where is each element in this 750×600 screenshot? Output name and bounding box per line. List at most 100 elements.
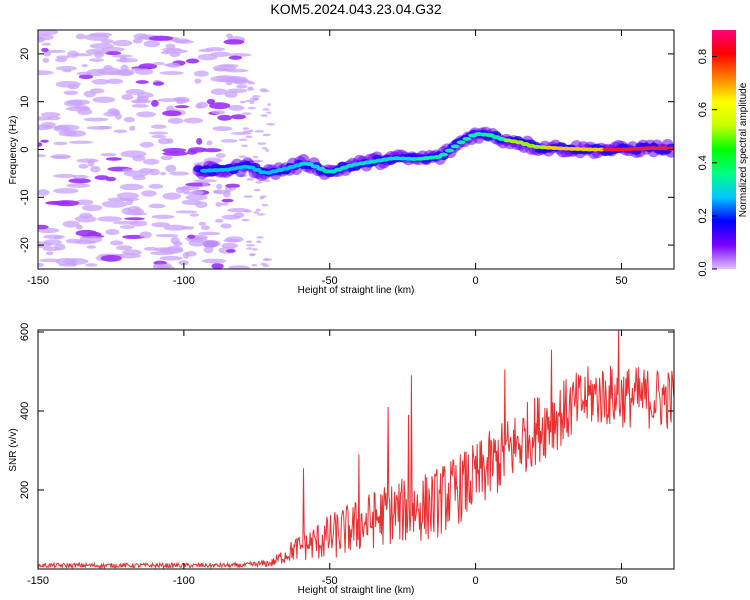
noise-blob [221,214,241,220]
noise-blob [42,234,65,239]
noise-blob [225,183,241,189]
noise-blob [85,48,108,55]
noise-blob [143,246,159,251]
noise-blob [78,163,89,169]
colorbar-gradient [712,30,736,269]
noise-blob [77,108,93,115]
noise-blob [255,160,261,163]
noise-blob [123,116,135,123]
y-ticks: -20 -10 0 10 20 [19,48,674,253]
noise-blob [38,262,44,267]
trace-core [252,167,262,172]
noise-blob [228,265,250,269]
noise-blob [100,153,117,157]
noise-blob [62,220,80,228]
noise-blob [162,151,189,156]
noise-blob [256,213,266,216]
noise-blob [143,40,161,48]
noise-blob [85,263,98,267]
noise-blob [224,91,238,98]
noise-blob [253,211,259,214]
noise-blob [239,100,246,104]
colorbar-ticks: 0.0 0.2 0.4 0.6 0.8 [697,49,717,277]
noise-blob [241,144,248,148]
x-tick-label: 0 [473,575,479,587]
x-tick-label: 50 [615,575,627,587]
x-tick-label: -100 [173,575,195,587]
noise-blob [116,192,139,200]
noise-blob [211,263,224,269]
noise-blob [223,39,245,45]
noise-blob [242,130,251,133]
noise-blob [181,199,201,206]
x-tick-label: 50 [615,275,627,287]
noise-blob [202,148,222,153]
noise-blob [38,30,58,36]
noise-blob [117,69,135,77]
noise-blob [225,79,233,86]
noise-blob [165,43,176,50]
noise-blob [40,139,49,143]
noise-blob [105,228,120,236]
noise-blob [98,125,113,130]
noise-blob [247,80,253,84]
noise-blob [242,127,250,130]
noise-blob [55,257,77,266]
noise-blob [246,240,253,243]
noise-blob [243,210,253,213]
noise-blob [75,33,86,40]
noise-blob [220,223,232,229]
noise-blob [160,155,173,161]
noise-blob [115,113,122,120]
noise-blob [256,240,262,244]
noise-blob [100,39,114,44]
x-tick-label: -150 [27,275,49,287]
snr-panel: -150 -100 -50 0 50 200 400 600 Height of strai… [8,323,675,596]
noise-blob [200,225,210,230]
noise-blob [201,258,227,264]
noise-blob [105,157,122,161]
noise-blob [133,99,141,104]
noise-blob [53,173,77,178]
noise-blob [182,185,191,189]
noise-blob [189,213,199,217]
noise-blob [119,225,135,229]
noise-blob [89,32,113,37]
noise-blob [58,130,78,137]
noise-blob [205,47,225,52]
noise-blob [229,187,236,191]
noise-blob [221,198,234,203]
noise-blob [238,155,247,158]
noise-blob [83,117,109,122]
noise-blob [54,58,68,63]
y-tick-label: 200 [19,481,31,499]
noise-blob [109,240,124,246]
noise-blob [211,110,225,115]
noise-blob [40,112,61,118]
noise-blob [38,34,54,41]
noise-blob [196,138,203,145]
trace-core [450,144,460,149]
x-tick-label: -100 [173,275,195,287]
noise-blob [159,255,183,261]
noise-blob [248,253,256,256]
trace-core [433,154,443,159]
noise-blob [129,125,136,131]
noise-blob [252,248,258,251]
noise-blob [175,186,185,194]
noise-blob [143,158,160,165]
noise-blob [263,258,269,261]
noise-blob [220,139,238,143]
noise-blob [194,78,202,84]
noise-blob [228,104,245,111]
noise-blob [174,105,190,109]
noise-blob [174,40,194,44]
noise-blob [115,245,133,251]
noise-blob [165,164,177,173]
noise-blob [100,254,122,262]
noise-blob [249,101,255,105]
noise-blob [218,64,239,68]
noise-blob [263,179,271,182]
noise-blob [63,90,79,96]
noise-blob [152,61,165,66]
